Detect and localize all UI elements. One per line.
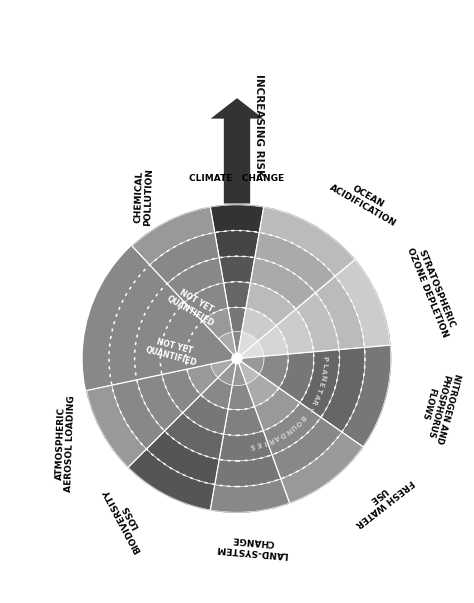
Polygon shape (150, 233, 219, 283)
Polygon shape (112, 380, 164, 449)
Text: NOT YET
QUANTIFIED: NOT YET QUANTIFIED (165, 284, 221, 328)
Polygon shape (187, 364, 218, 395)
Polygon shape (215, 230, 259, 257)
Polygon shape (237, 359, 259, 384)
Polygon shape (258, 326, 288, 356)
Polygon shape (255, 388, 300, 431)
Text: STRATOSPHERIC
OZONE DEPLETION: STRATOSPHERIC OZONE DEPLETION (405, 242, 459, 339)
Polygon shape (237, 356, 264, 374)
Text: P: P (322, 356, 328, 361)
Circle shape (232, 353, 242, 364)
Polygon shape (219, 256, 255, 283)
Text: ATMOSPHERIC
AEROSOL LOADING: ATMOSPHERIC AEROSOL LOADING (55, 395, 77, 492)
Polygon shape (219, 332, 237, 359)
Polygon shape (210, 98, 264, 203)
Polygon shape (296, 292, 339, 352)
Text: INCREASING RISK: INCREASING RISK (254, 74, 264, 177)
Text: E: E (255, 440, 262, 447)
Text: LAND-SYSTEM
CHANGE: LAND-SYSTEM CHANGE (215, 534, 289, 559)
Text: A: A (273, 433, 281, 441)
Text: O: O (293, 418, 302, 426)
Text: CLIMATE   CHANGE: CLIMATE CHANGE (190, 174, 284, 183)
Text: CHEMICAL
POLLUTION: CHEMICAL POLLUTION (134, 168, 155, 226)
Polygon shape (242, 308, 276, 341)
Text: L: L (321, 362, 328, 367)
Polygon shape (146, 431, 219, 485)
Polygon shape (321, 347, 365, 432)
Polygon shape (87, 385, 146, 467)
Text: E: E (318, 381, 325, 387)
Polygon shape (232, 359, 246, 386)
Polygon shape (263, 403, 321, 455)
Polygon shape (224, 282, 250, 308)
Polygon shape (210, 359, 237, 377)
Text: A: A (320, 368, 327, 374)
Polygon shape (232, 332, 242, 359)
Text: A: A (312, 393, 320, 400)
Polygon shape (237, 332, 258, 359)
Polygon shape (281, 432, 363, 503)
Polygon shape (279, 352, 314, 403)
Polygon shape (250, 257, 316, 309)
Polygon shape (259, 207, 355, 276)
Text: N: N (283, 426, 292, 434)
Polygon shape (218, 359, 237, 385)
Polygon shape (137, 374, 182, 431)
Text: FRESH WATER
USE: FRESH WATER USE (347, 470, 415, 529)
Polygon shape (237, 341, 264, 359)
Polygon shape (335, 260, 390, 347)
Text: NITROGEN AND
PHOSPHORUS
FLOWS: NITROGEN AND PHOSPHORUS FLOWS (415, 368, 462, 445)
Polygon shape (342, 345, 391, 447)
Polygon shape (167, 257, 224, 302)
Text: I: I (263, 438, 267, 445)
Text: BIODIVERSITY
LOSS: BIODIVERSITY LOSS (101, 483, 152, 555)
Polygon shape (162, 369, 201, 413)
Polygon shape (272, 417, 342, 479)
Polygon shape (182, 395, 228, 434)
Polygon shape (201, 377, 232, 409)
Polygon shape (210, 479, 290, 512)
Polygon shape (132, 207, 215, 265)
Polygon shape (210, 205, 264, 233)
Circle shape (83, 205, 391, 512)
Polygon shape (246, 283, 296, 326)
Polygon shape (228, 308, 246, 332)
Text: OCEAN
ACIDIFICATION: OCEAN ACIDIFICATION (328, 174, 402, 229)
Polygon shape (246, 374, 279, 406)
Polygon shape (300, 350, 339, 417)
Polygon shape (164, 413, 224, 459)
Text: B: B (298, 414, 306, 421)
Text: Y: Y (306, 403, 314, 411)
Polygon shape (224, 406, 263, 435)
Polygon shape (316, 276, 365, 350)
Polygon shape (215, 455, 281, 487)
Polygon shape (219, 431, 272, 461)
Polygon shape (228, 384, 255, 410)
Text: U: U (289, 422, 297, 431)
Text: S: S (249, 441, 255, 449)
Polygon shape (202, 308, 232, 339)
Text: D: D (278, 430, 286, 438)
Text: R: R (310, 398, 318, 406)
Text: N: N (319, 374, 326, 381)
Polygon shape (259, 354, 288, 388)
Polygon shape (237, 205, 391, 512)
Text: NOT YET
QUANTIFIED: NOT YET QUANTIFIED (145, 335, 201, 368)
Polygon shape (184, 283, 228, 321)
Polygon shape (255, 233, 335, 292)
Polygon shape (276, 309, 313, 354)
Text: T: T (315, 387, 323, 394)
Polygon shape (128, 449, 215, 510)
Text: R: R (267, 436, 274, 443)
